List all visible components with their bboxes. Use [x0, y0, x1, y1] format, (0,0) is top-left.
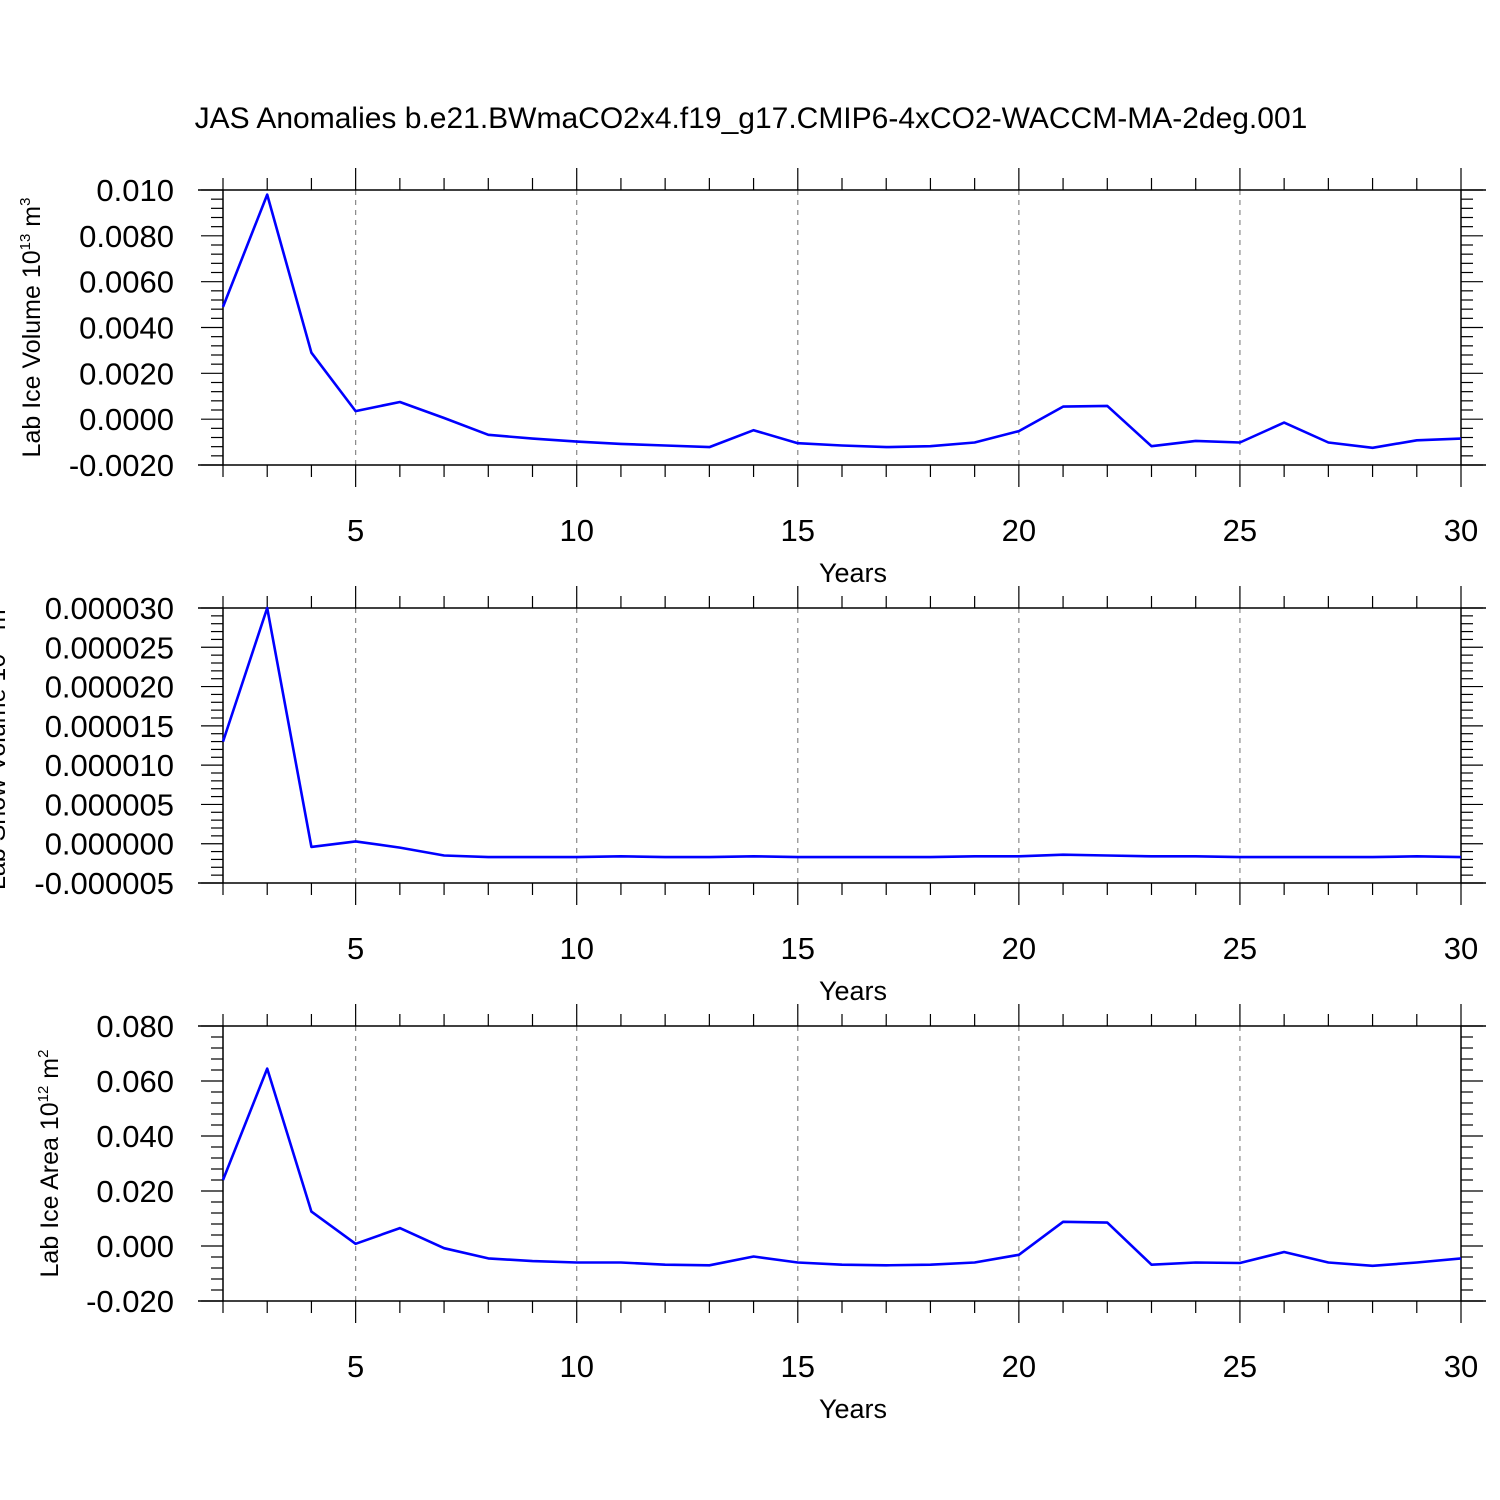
y-tick-label: 0.000010 [45, 748, 174, 783]
y-axis-title-text: Lab Ice Volume 10 [18, 250, 46, 457]
x-tick-label: 30 [1444, 513, 1478, 548]
x-tick-label: 25 [1223, 1349, 1257, 1384]
x-tick-label: 30 [1444, 1349, 1478, 1384]
y-tick-label: 0.000025 [45, 630, 174, 665]
y-axis-title-unit: m [36, 1058, 64, 1086]
y-axis-title-unit-exponent: 3 [17, 198, 34, 206]
y-axis-title-unit-exponent: 2 [35, 1050, 52, 1058]
x-tick-label: 30 [1444, 931, 1478, 966]
plot-frame [222, 607, 1462, 884]
y-tick-label: 0.020 [96, 1174, 174, 1209]
y-axis-title-exponent: 12 [35, 1086, 52, 1103]
series-line [221, 1067, 1462, 1268]
y-tick-label: -0.020 [86, 1284, 174, 1319]
series-line [221, 606, 1462, 859]
x-tick-label: 15 [781, 513, 815, 548]
x-tick-label: 25 [1223, 931, 1257, 966]
chart-panel-2: 5 10 15 20 25 30 -0.000005 0.000000 0.000005 0.00… [0, 586, 1486, 1006]
x-tick-label: 10 [559, 1349, 593, 1384]
plot-frame [222, 189, 1462, 466]
x-tick-label: 10 [559, 513, 593, 548]
series-line [221, 193, 1462, 450]
y-tick-label: 0.0080 [79, 219, 174, 254]
y-axis-title-unit: m [0, 609, 11, 637]
y-tick-label: -0.000005 [34, 866, 174, 901]
y-axis-title: Lab Ice Volume 1013 m3 [17, 198, 46, 458]
x-tick-label: 5 [347, 513, 364, 548]
x-tick-label: 20 [1002, 513, 1036, 548]
y-tick-label: 0.000005 [45, 787, 174, 822]
x-tick-label: 10 [559, 931, 593, 966]
y-axis-title-unit: m [18, 206, 46, 234]
chart-panel-1: 5 10 15 20 25 30 -0.0020 0.0000 0.0020 0.0040 0.00… [17, 168, 1486, 588]
x-tick-label: 15 [781, 1349, 815, 1384]
y-tick-label: 0.0060 [79, 265, 174, 300]
x-axis-title: Years [819, 558, 887, 588]
y-tick-label: 0.010 [96, 173, 174, 208]
plot-frame [222, 1025, 1462, 1302]
y-tick-label: 0.0040 [79, 311, 174, 346]
y-axis-title: Lab Ice Area 1012 m2 [35, 1050, 64, 1278]
x-tick-label: 5 [347, 931, 364, 966]
x-tick-label: 25 [1223, 513, 1257, 548]
chart-panel-3: 5 10 15 20 25 30 -0.020 0.000 0.020 0.040 0.060 0.0… [35, 1004, 1486, 1424]
x-axis-title: Years [819, 976, 887, 1006]
y-tick-label: 0.000000 [45, 827, 174, 862]
figure-title: JAS Anomalies b.e21.BWmaCO2x4.f19_g17.CM… [195, 102, 1308, 135]
y-tick-label: 0.060 [96, 1064, 174, 1099]
y-tick-label: 0.000015 [45, 709, 174, 744]
y-axis-title-text: Lab Ice Area 10 [36, 1102, 64, 1277]
x-tick-label: 15 [781, 931, 815, 966]
y-tick-label: 0.000020 [45, 670, 174, 705]
y-axis-title: Lab Snow Volume 1013 m3 [0, 601, 11, 890]
y-tick-label: 0.000030 [45, 591, 174, 626]
x-tick-label: 20 [1002, 931, 1036, 966]
x-tick-label: 20 [1002, 1349, 1036, 1384]
y-tick-label: -0.0020 [69, 448, 174, 483]
x-tick-label: 5 [347, 1349, 364, 1384]
y-axis-title-exponent: 13 [17, 234, 34, 251]
y-axis-title-text: Lab Snow Volume 10 [0, 654, 11, 890]
charts-group: 5 10 15 20 25 30-0.00200.00000.00200.00400.00… [0, 168, 1486, 1424]
y-tick-label: 0.0000 [79, 402, 174, 437]
y-tick-label: 0.0020 [79, 356, 174, 391]
y-tick-label: 0.080 [96, 1009, 174, 1044]
y-tick-label: 0.040 [96, 1119, 174, 1154]
x-axis-title: Years [819, 1394, 887, 1424]
y-tick-label: 0.000 [96, 1229, 174, 1264]
